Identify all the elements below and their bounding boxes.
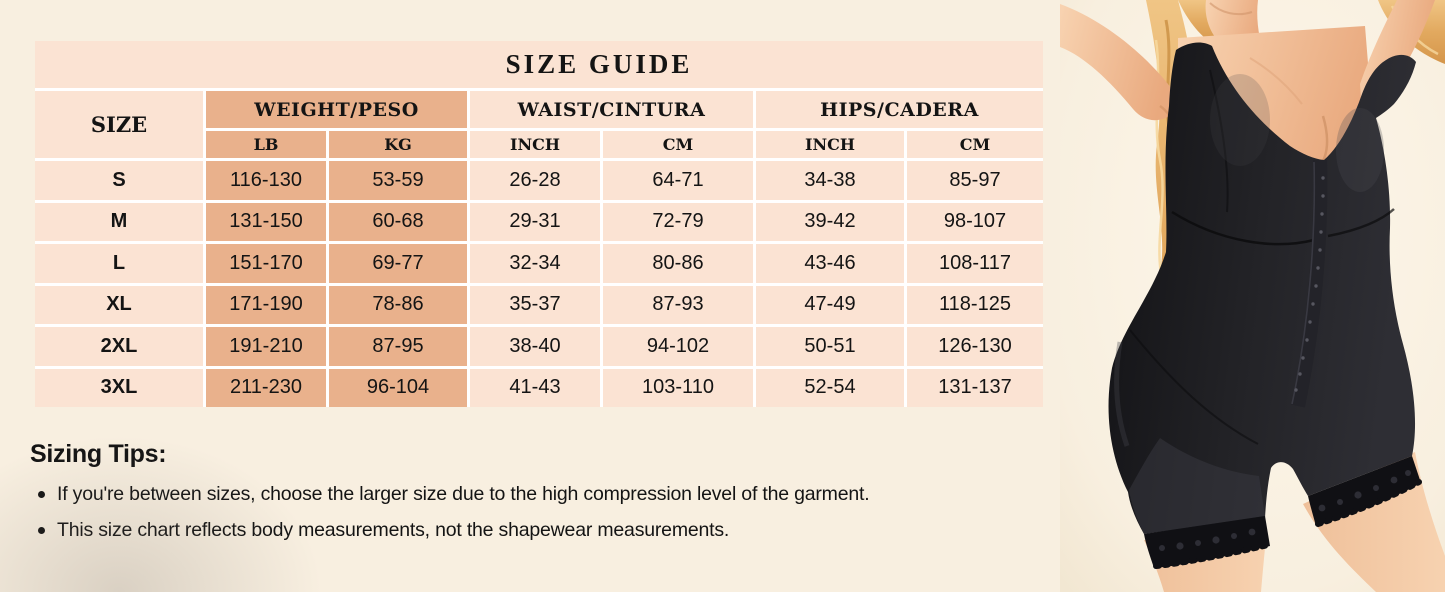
bodysuit [1108,42,1416,535]
column-group-waist: WAIST/CINTURA [470,91,753,128]
table-cell: 52-54 [756,368,904,407]
table-cell: 171-190 [206,285,326,324]
table-cell: 87-95 [329,327,467,366]
model-photo [1060,0,1445,592]
table-cell: 72-79 [603,202,753,241]
table-cell: 131-137 [907,368,1043,407]
table-cell: 108-117 [907,244,1043,283]
table-cell: 85-97 [907,161,1043,200]
table-cell: 116-130 [206,161,326,200]
size-label: L [35,244,203,283]
table-cell: 211-230 [206,368,326,407]
size-label: S [35,161,203,200]
column-header-waist-cm: CM [603,131,753,158]
column-header-size: SIZE [35,91,203,158]
mesh-panel [1129,438,1265,534]
column-header-waist-inch: INCH [470,131,600,158]
page-title: SIZE GUIDE [35,41,1043,88]
column-group-weight: WEIGHT/PESO [206,91,467,128]
size-chart-table: SIZE GUIDE SIZE WEIGHT/PESO WAIST/CINTUR… [35,41,1043,407]
size-label: 3XL [35,368,203,407]
column-header-hips-cm: CM [907,131,1043,158]
table-cell: 69-77 [329,244,467,283]
table-cell: 53-59 [329,161,467,200]
table-cell: 96-104 [329,368,467,407]
table-cell: 126-130 [907,327,1043,366]
left-arm [1060,4,1179,121]
garment-seams [1114,69,1395,447]
column-header-lb: LB [206,131,326,158]
table-cell: 38-40 [470,327,600,366]
tip-item: If you're between sizes, choose the larg… [30,483,950,506]
sizing-tips-section: Sizing Tips: If you're between sizes, ch… [30,440,950,555]
table-cell: 191-210 [206,327,326,366]
size-label: 2XL [35,327,203,366]
lace-trim [1144,456,1422,569]
table-cell: 26-28 [470,161,600,200]
size-label: M [35,202,203,241]
table-cell: 87-93 [603,285,753,324]
table-cell: 103-110 [603,368,753,407]
table-cell: 80-86 [603,244,753,283]
column-header-hips-inch: INCH [756,131,904,158]
bullet-icon [38,491,45,498]
table-cell: 78-86 [329,285,467,324]
table-cell: 151-170 [206,244,326,283]
hook-eye-closure [1291,159,1328,408]
bullet-icon [38,527,45,534]
table-cell: 29-31 [470,202,600,241]
table-cell: 47-49 [756,285,904,324]
table-cell: 131-150 [206,202,326,241]
table-cell: 98-107 [907,202,1043,241]
table-cell: 64-71 [603,161,753,200]
table-cell: 50-51 [756,327,904,366]
tip-text: If you're between sizes, choose the larg… [57,483,870,505]
chin-shadow [1209,2,1253,16]
table-cell: 60-68 [329,202,467,241]
sizing-tips-heading: Sizing Tips: [30,440,167,468]
table-cell: 34-38 [756,161,904,200]
table-cell: 32-34 [470,244,600,283]
table-cell: 39-42 [756,202,904,241]
table-cell: 41-43 [470,368,600,407]
table-cell: 35-37 [470,285,600,324]
column-group-hips: HIPS/CADERA [756,91,1043,128]
table-cell: 118-125 [907,285,1043,324]
size-label: XL [35,285,203,324]
table-cell: 94-102 [603,327,753,366]
column-header-kg: KG [329,131,467,158]
table-cell: 43-46 [756,244,904,283]
tip-item: This size chart reflects body measuremen… [30,519,950,542]
tip-text: This size chart reflects body measuremen… [57,519,730,541]
collarbone-shadow [1249,57,1303,105]
